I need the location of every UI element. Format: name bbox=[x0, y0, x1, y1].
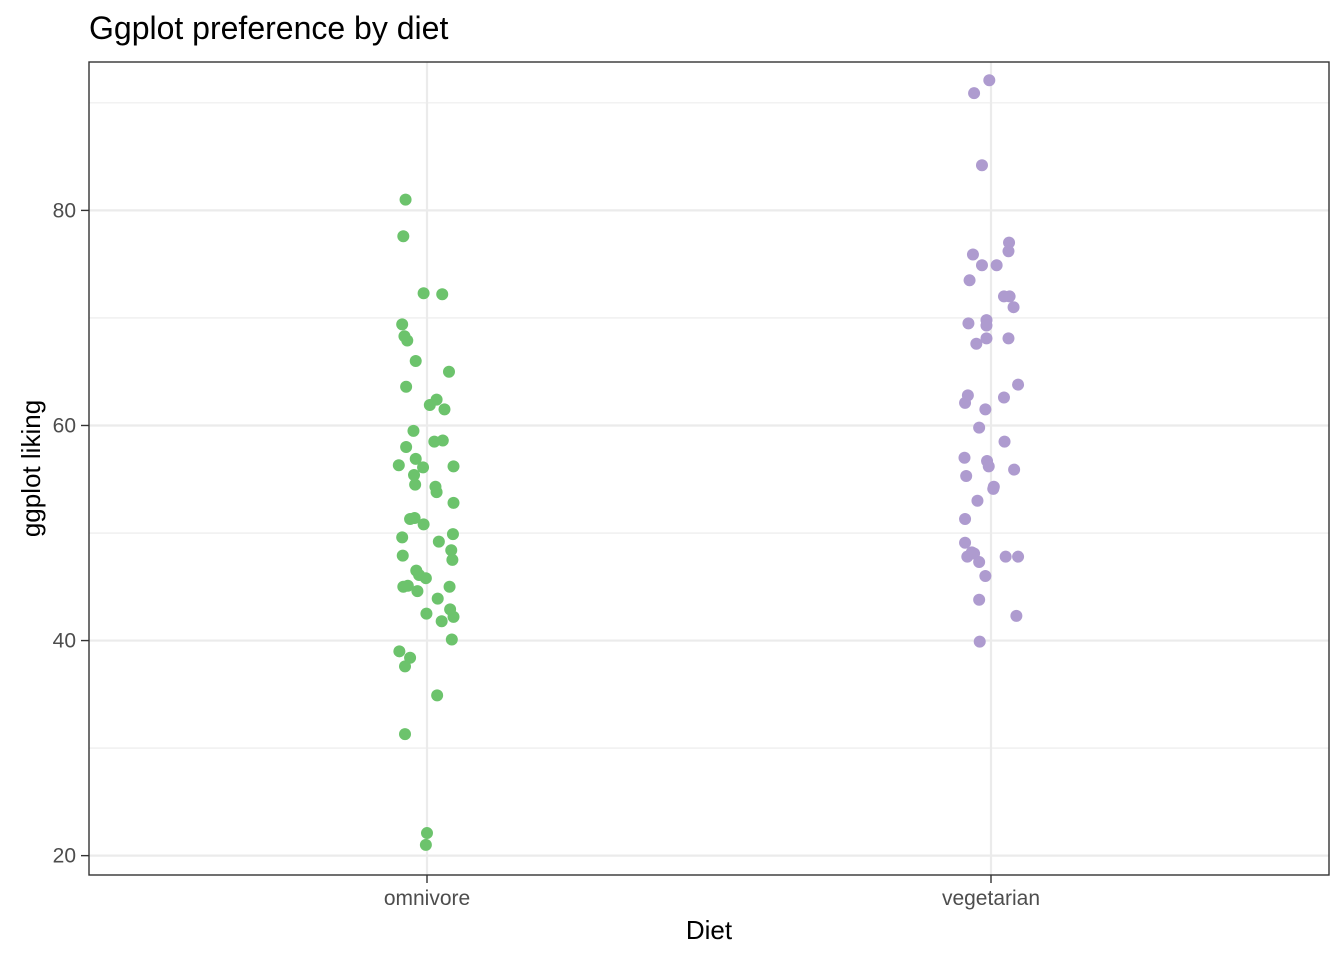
data-point-omnivore bbox=[411, 585, 424, 598]
data-point-vegetarian bbox=[959, 536, 972, 549]
data-point-omnivore bbox=[438, 403, 451, 416]
data-point-vegetarian bbox=[958, 451, 971, 464]
data-point-vegetarian bbox=[963, 274, 976, 287]
data-point-vegetarian bbox=[975, 259, 988, 272]
data-point-omnivore bbox=[432, 535, 445, 548]
data-point-vegetarian bbox=[962, 317, 975, 330]
data-point-omnivore bbox=[409, 354, 422, 367]
data-point-omnivore bbox=[393, 645, 406, 658]
data-point-omnivore bbox=[419, 838, 432, 851]
data-point-omnivore bbox=[399, 660, 412, 673]
data-point-omnivore bbox=[417, 287, 430, 300]
data-point-omnivore bbox=[430, 486, 443, 499]
data-point-vegetarian bbox=[975, 159, 988, 172]
data-point-vegetarian bbox=[1003, 236, 1016, 249]
data-point-omnivore bbox=[401, 334, 414, 347]
data-point-vegetarian bbox=[970, 337, 983, 350]
data-point-omnivore bbox=[447, 496, 460, 509]
data-point-vegetarian bbox=[982, 460, 995, 473]
data-point-omnivore bbox=[409, 452, 422, 465]
data-point-vegetarian bbox=[1012, 378, 1025, 391]
y-axis-title: ggplot liking bbox=[16, 400, 46, 537]
data-point-vegetarian bbox=[960, 470, 973, 483]
data-point-vegetarian bbox=[966, 248, 979, 261]
data-point-vegetarian bbox=[997, 391, 1010, 404]
data-point-vegetarian bbox=[999, 550, 1012, 563]
y-tick-label: 60 bbox=[53, 414, 76, 437]
data-point-omnivore bbox=[436, 288, 449, 301]
data-point-omnivore bbox=[408, 468, 421, 481]
axes: 20 40 60 80 omnivore vegetarian bbox=[53, 199, 1040, 910]
data-point-vegetarian bbox=[973, 635, 986, 648]
data-point-omnivore bbox=[420, 607, 433, 620]
data-point-omnivore bbox=[431, 592, 444, 605]
data-point-vegetarian bbox=[1002, 332, 1015, 345]
x-axis-title: Diet bbox=[686, 915, 733, 945]
data-point-vegetarian bbox=[979, 570, 992, 583]
data-point-vegetarian bbox=[998, 435, 1011, 448]
data-point-vegetarian bbox=[1008, 463, 1021, 476]
data-point-omnivore bbox=[445, 633, 458, 646]
data-point-vegetarian bbox=[990, 259, 1003, 272]
data-point-omnivore bbox=[447, 460, 460, 473]
data-point-vegetarian bbox=[980, 319, 993, 332]
data-point-omnivore bbox=[421, 827, 433, 840]
data-point-vegetarian bbox=[1007, 301, 1020, 314]
data-point-vegetarian bbox=[971, 494, 984, 507]
data-point-vegetarian bbox=[973, 593, 986, 606]
data-point-omnivore bbox=[408, 511, 421, 524]
data-point-omnivore bbox=[446, 553, 459, 566]
data-point-vegetarian bbox=[968, 87, 981, 100]
data-point-vegetarian bbox=[983, 74, 996, 87]
data-point-omnivore bbox=[443, 580, 456, 593]
data-points bbox=[392, 74, 1025, 851]
data-point-vegetarian bbox=[973, 556, 986, 569]
y-tick-label: 20 bbox=[53, 845, 76, 868]
data-point-omnivore bbox=[423, 399, 436, 412]
x-tick-label: omnivore bbox=[384, 887, 470, 910]
data-point-omnivore bbox=[419, 572, 432, 585]
data-point-vegetarian bbox=[980, 332, 993, 345]
data-point-omnivore bbox=[396, 549, 409, 562]
data-point-omnivore bbox=[399, 193, 412, 206]
data-point-omnivore bbox=[397, 230, 410, 243]
data-point-omnivore bbox=[431, 689, 444, 702]
data-point-vegetarian bbox=[979, 403, 992, 416]
data-point-omnivore bbox=[436, 434, 449, 447]
data-point-vegetarian bbox=[959, 396, 972, 409]
data-point-omnivore bbox=[417, 518, 430, 531]
data-point-vegetarian bbox=[987, 482, 1000, 495]
data-point-omnivore bbox=[417, 461, 430, 474]
data-point-omnivore bbox=[400, 380, 413, 393]
data-point-omnivore bbox=[392, 459, 405, 472]
grid-lines bbox=[89, 62, 1329, 875]
x-tick-label: vegetarian bbox=[942, 887, 1040, 910]
data-point-omnivore bbox=[396, 531, 409, 544]
panel-border bbox=[88, 61, 1330, 876]
data-point-omnivore bbox=[407, 424, 420, 437]
y-tick-label: 40 bbox=[53, 630, 76, 653]
data-point-vegetarian bbox=[959, 513, 972, 526]
data-point-omnivore bbox=[445, 544, 458, 557]
chart-title: Ggplot preference by diet bbox=[89, 10, 448, 46]
data-point-omnivore bbox=[399, 728, 412, 741]
data-point-vegetarian bbox=[1003, 290, 1016, 303]
data-point-vegetarian bbox=[1010, 609, 1023, 622]
data-point-omnivore bbox=[446, 528, 459, 541]
data-point-omnivore bbox=[401, 579, 414, 592]
data-point-vegetarian bbox=[961, 550, 974, 563]
data-point-vegetarian bbox=[973, 421, 986, 434]
data-point-vegetarian bbox=[1002, 245, 1015, 258]
data-point-omnivore bbox=[409, 478, 422, 491]
data-point-omnivore bbox=[400, 440, 413, 453]
data-point-omnivore bbox=[442, 365, 455, 378]
data-point-omnivore bbox=[447, 610, 460, 623]
data-point-vegetarian bbox=[1012, 550, 1025, 563]
data-point-omnivore bbox=[396, 318, 409, 331]
y-tick-label: 80 bbox=[53, 199, 76, 222]
data-point-omnivore bbox=[435, 615, 448, 628]
